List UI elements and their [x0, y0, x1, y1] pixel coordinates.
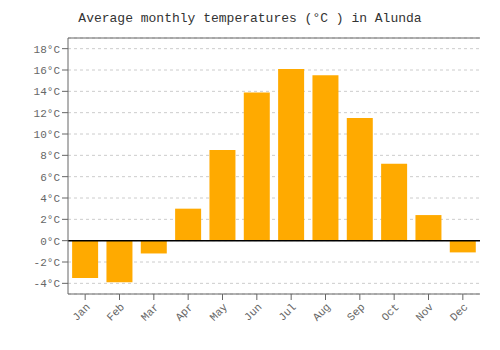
svg-text:0°C: 0°C — [40, 236, 60, 248]
html-text:Average monthly temperatures (: Average monthly temperatures (°C ) in Al… — [78, 11, 422, 26]
svg-text:-2°C: -2°C — [34, 257, 61, 269]
svg-text:Mar: Mar — [139, 301, 161, 323]
svg-text:6°C: 6°C — [40, 172, 60, 184]
svg-text:12°C: 12°C — [34, 108, 61, 120]
svg-text:May: May — [208, 301, 231, 324]
svg-text:Dec: Dec — [448, 301, 470, 323]
svg-text:-4°C: -4°C — [34, 278, 61, 290]
svg-text:4°C: 4°C — [40, 193, 60, 205]
svg-text:2°C: 2°C — [40, 214, 60, 226]
svg-text:Jan: Jan — [70, 301, 92, 323]
svg-text:Jul: Jul — [276, 301, 298, 323]
svg-text:8°C: 8°C — [40, 150, 60, 162]
svg-text:18°C: 18°C — [34, 44, 61, 56]
svg-text:Feb: Feb — [105, 301, 127, 323]
svg-text:Aug: Aug — [311, 301, 333, 323]
svg-text:Apr: Apr — [173, 301, 195, 323]
svg-text:14°C: 14°C — [34, 86, 61, 98]
svg-text:Oct: Oct — [379, 301, 401, 323]
svg-text:Sep: Sep — [345, 301, 367, 323]
svg-text:16°C: 16°C — [34, 65, 61, 77]
svg-text:Nov: Nov — [414, 301, 437, 324]
svg-text:Jun: Jun — [242, 301, 264, 323]
svg-text:10°C: 10°C — [34, 129, 61, 141]
